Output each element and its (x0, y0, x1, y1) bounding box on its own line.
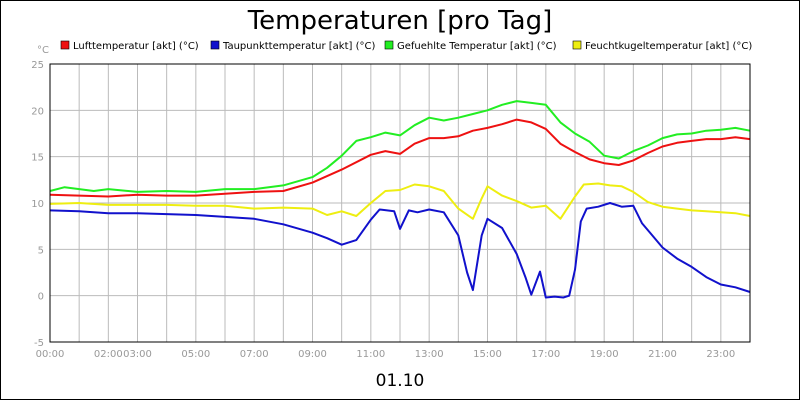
legend-swatch (384, 40, 394, 50)
x-tick-label: 00:00 (36, 349, 65, 360)
x-tick-label: 15:00 (473, 349, 502, 360)
grid (50, 63, 750, 343)
series-line-1 (49, 202, 751, 299)
legend: Lufttemperatur [akt] (°C) Taupunkttempera… (60, 40, 752, 52)
x-axis-ticks: 00:00 02:00 03:00 05:00 07:00 09:00 11:00 13:00… (36, 349, 736, 360)
x-tick-label: 23:00 (706, 349, 735, 360)
x-tick-label: 02:00 (94, 349, 123, 360)
x-tick-label: 11:00 (356, 349, 385, 360)
x-tick-label: 21:00 (648, 349, 677, 360)
series-line-3 (49, 182, 751, 220)
legend-swatch (210, 40, 220, 50)
x-tick-label: 05:00 (181, 349, 210, 360)
legend-swatch (60, 40, 70, 50)
y-unit-label: °C (37, 45, 49, 56)
series-line-0 (49, 118, 751, 198)
y-tick-label: 5 (38, 245, 44, 256)
series-line-2 (49, 100, 751, 193)
y-tick-label: 0 (38, 292, 44, 303)
y-tick-label: 10 (31, 199, 44, 210)
legend-label: Gefuehlte Temperatur [akt] (°C) (397, 41, 557, 52)
chart-title: Temperaturen [pro Tag] (247, 6, 553, 36)
x-tick-label: 13:00 (415, 349, 444, 360)
legend-label: Taupunkttemperatur [akt] (°C) (222, 41, 375, 52)
y-tick-label: 25 (31, 60, 44, 71)
x-tick-label: 17:00 (531, 349, 560, 360)
date-label: 01.10 (376, 371, 425, 391)
x-tick-label: 03:00 (123, 349, 152, 360)
series-lines (49, 100, 751, 299)
plot-border (49, 63, 751, 343)
x-tick-label: 19:00 (590, 349, 619, 360)
legend-label: Feuchtkugeltemperatur [akt] (°C) (585, 41, 752, 52)
x-tick-label: 09:00 (298, 349, 327, 360)
y-tick-label: 20 (31, 106, 44, 117)
legend-swatch (572, 40, 582, 50)
y-tick-label: -5 (34, 338, 44, 349)
y-axis-ticks: -5 0 5 10 15 20 25 (31, 60, 44, 349)
x-tick-label: 07:00 (240, 349, 269, 360)
legend-label: Lufttemperatur [akt] (°C) (73, 41, 199, 52)
y-tick-label: 15 (31, 153, 44, 164)
